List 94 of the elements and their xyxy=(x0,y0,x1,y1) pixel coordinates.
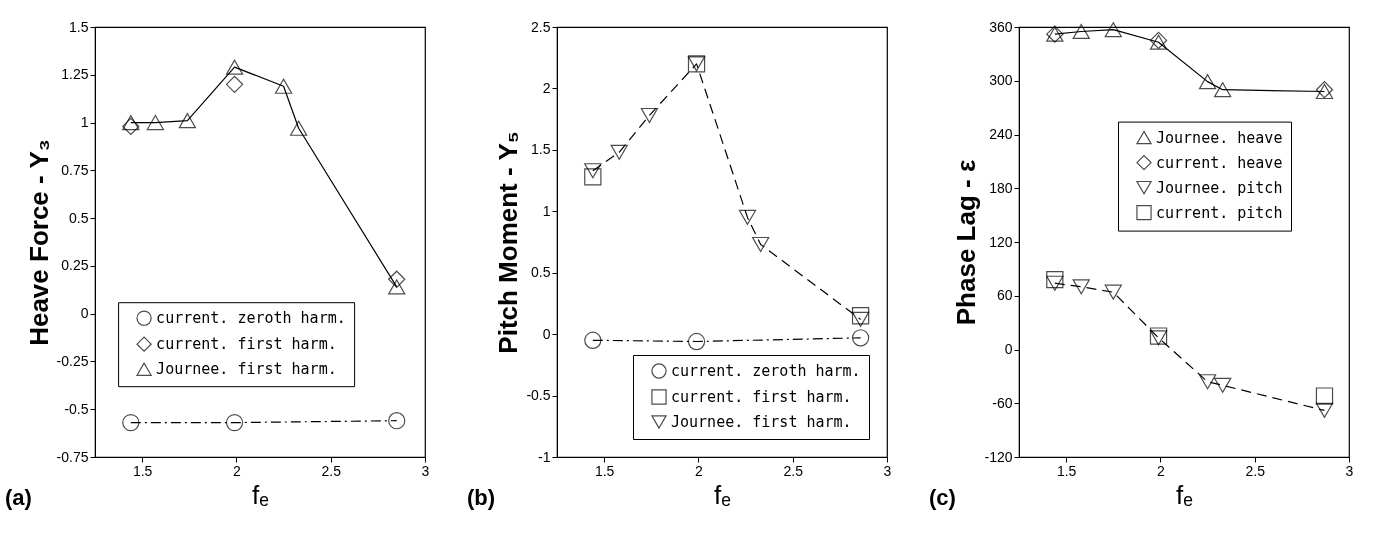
point xyxy=(1046,275,1064,291)
point xyxy=(687,332,706,351)
y-tick-label: 2 xyxy=(542,79,551,96)
y-tick-label: 0.5 xyxy=(531,264,551,281)
legend-label: Journee. first harm. xyxy=(156,360,337,379)
y-tick-label: 180 xyxy=(989,179,1013,196)
point xyxy=(388,270,406,288)
point xyxy=(122,114,140,131)
x-tick-label: 2 xyxy=(695,462,704,479)
x-tick-label: 2.5 xyxy=(321,462,342,479)
y-tick-label: 0 xyxy=(542,325,551,342)
point xyxy=(851,329,870,347)
y-tick-label: -0.25 xyxy=(56,352,89,369)
legend-label: current. pitch xyxy=(1156,203,1283,222)
point xyxy=(1214,377,1232,393)
y-tick-label: 0.25 xyxy=(61,257,89,274)
y-tick-label: 1.25 xyxy=(61,66,89,83)
y-tick-label: -1 xyxy=(538,448,551,465)
x-axis-title: fₑ xyxy=(1176,479,1193,510)
point xyxy=(1072,279,1090,295)
y-tick-label: 300 xyxy=(989,72,1013,89)
point xyxy=(122,117,140,136)
x-tick-label: 2.5 xyxy=(1245,462,1266,479)
point xyxy=(1315,387,1334,405)
y-tick-label: 0.75 xyxy=(61,161,89,178)
point xyxy=(584,331,602,349)
legend-label: Journee. first harm. xyxy=(671,413,852,431)
y-tick-label: 240 xyxy=(989,126,1013,142)
legend-label: current. first harm. xyxy=(156,335,337,354)
y-tick-label: -120 xyxy=(984,448,1013,465)
point xyxy=(225,59,244,75)
y-tick-label: -60 xyxy=(992,394,1013,411)
y-tick-label: -0.5 xyxy=(526,387,551,404)
point xyxy=(1104,284,1122,300)
y-tick-label: 1.5 xyxy=(531,141,551,158)
point xyxy=(178,113,197,129)
legend-label: current. heave xyxy=(1156,153,1283,172)
legend-label: current. zeroth harm. xyxy=(156,309,346,328)
y-tick-label: -0.5 xyxy=(64,400,89,417)
point xyxy=(851,311,870,327)
x-tick-label: 1.5 xyxy=(1056,462,1077,479)
point xyxy=(1198,74,1217,90)
point xyxy=(738,209,757,226)
y-tick-label: 1.5 xyxy=(69,18,89,35)
y-tick-label: 1 xyxy=(80,114,89,131)
y-tick-label: -0.75 xyxy=(56,448,89,465)
point xyxy=(1214,82,1232,98)
y-tick-label: 0 xyxy=(80,305,89,322)
x-axis-title: fₑ xyxy=(252,479,269,510)
y-tick-label: 0 xyxy=(1004,341,1013,357)
legend-label: current. zeroth harm. xyxy=(671,362,861,380)
y-axis-title: Heave Force - Y₃ xyxy=(23,139,54,346)
point xyxy=(146,114,164,131)
x-tick-label: 3 xyxy=(1345,462,1354,479)
point xyxy=(290,120,308,136)
text: (c) xyxy=(929,485,956,510)
x-tick-label: 2 xyxy=(233,462,242,479)
text: (b) xyxy=(467,485,496,510)
point xyxy=(1198,374,1217,390)
point xyxy=(122,413,140,432)
legend-label: Journee. pitch xyxy=(1156,178,1283,197)
point xyxy=(274,78,293,94)
y-tick-label: 2.5 xyxy=(531,18,551,35)
x-axis-title: fₑ xyxy=(714,479,731,510)
point xyxy=(752,236,770,253)
point xyxy=(388,412,406,430)
point xyxy=(1072,23,1090,40)
point xyxy=(388,279,406,295)
point xyxy=(1315,402,1334,418)
point xyxy=(640,107,659,124)
y-axis-title: Phase Lag - ε xyxy=(951,159,982,326)
point xyxy=(225,75,244,93)
y-tick-label: 360 xyxy=(989,18,1013,35)
point xyxy=(584,168,602,186)
y-tick-label: 120 xyxy=(989,233,1013,250)
point xyxy=(225,413,244,432)
point xyxy=(584,163,602,179)
y-axis-title: Pitch Moment - Y₅ xyxy=(493,131,524,354)
text: (a) xyxy=(5,485,32,510)
legend-label: current. first harm. xyxy=(671,388,852,406)
x-tick-label: 3 xyxy=(883,462,892,479)
y-tick-label: 60 xyxy=(996,287,1013,304)
x-tick-label: 1.5 xyxy=(132,462,153,479)
legend-label: Journee. heave xyxy=(1156,128,1283,147)
point xyxy=(1104,22,1122,38)
x-tick-label: 2 xyxy=(1157,462,1166,479)
point xyxy=(851,307,870,325)
x-tick-label: 2.5 xyxy=(783,462,804,479)
x-tick-label: 3 xyxy=(421,462,430,479)
point xyxy=(1046,270,1064,289)
x-tick-label: 1.5 xyxy=(594,462,615,479)
point xyxy=(610,144,628,160)
y-tick-label: 0.5 xyxy=(69,209,89,226)
y-tick-label: 1 xyxy=(542,202,551,219)
